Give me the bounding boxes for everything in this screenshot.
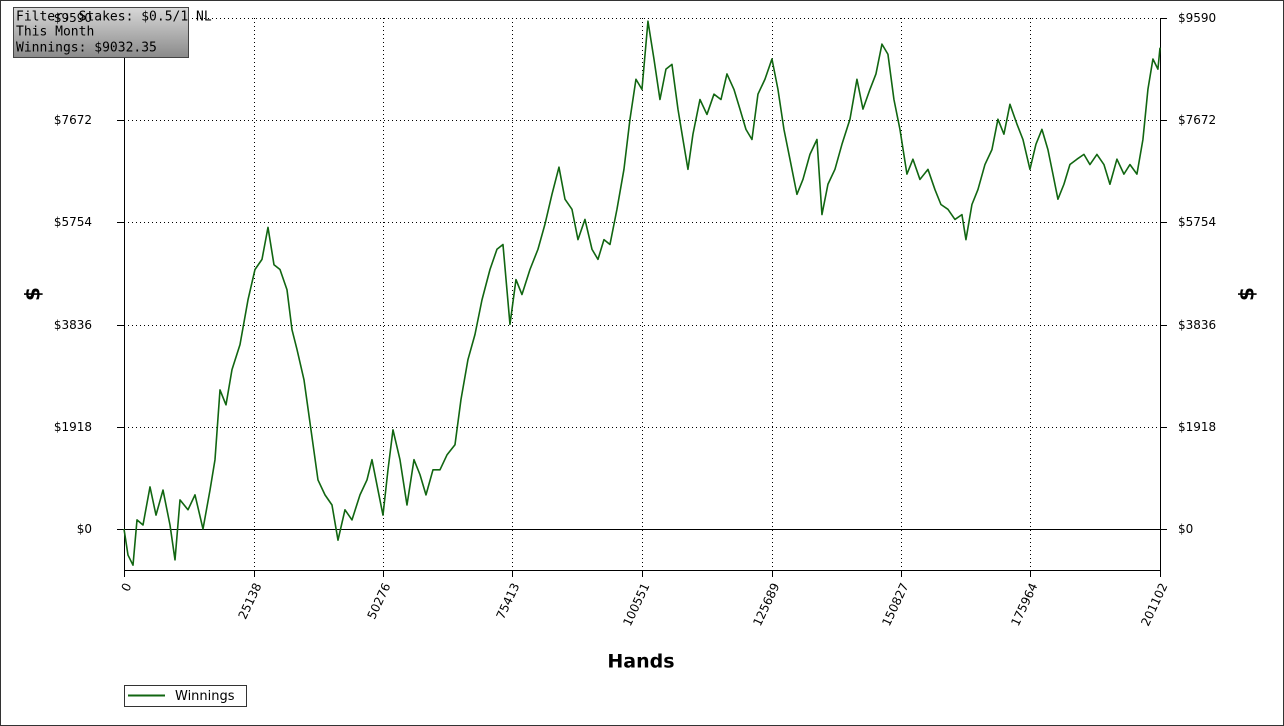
legend-label: Winnings <box>175 689 235 704</box>
y2-tick-label: $0 <box>1178 522 1193 536</box>
info-box <box>13 7 189 58</box>
y2-tick-label: $3836 <box>1178 318 1216 332</box>
y2-tick-label: $5754 <box>1178 215 1216 229</box>
y-tick-label: $7672 <box>54 113 92 127</box>
y-tick-label: $0 <box>77 522 92 536</box>
y-tick-label: $5754 <box>54 215 92 229</box>
info-text: Filter: Stakes: $0.5/1 NL <box>16 10 212 25</box>
y-tick-label: $3836 <box>54 318 92 332</box>
y2-tick-label: $1918 <box>1178 420 1216 434</box>
info-text: Winnings: $9032.35 <box>16 41 157 56</box>
y-axis-title: $ <box>21 287 45 301</box>
y2-tick-label: $9590 <box>1178 11 1216 25</box>
y2-tick-label: $7672 <box>1178 113 1216 127</box>
y2-axis-title: $ <box>1235 287 1259 301</box>
y-tick-label: $1918 <box>54 420 92 434</box>
info-text: This Month <box>16 25 94 40</box>
series-line <box>123 20 1161 566</box>
legend <box>124 685 247 707</box>
x-axis-title: Hands <box>607 651 674 673</box>
y-tick-label: $9590 <box>54 11 92 25</box>
